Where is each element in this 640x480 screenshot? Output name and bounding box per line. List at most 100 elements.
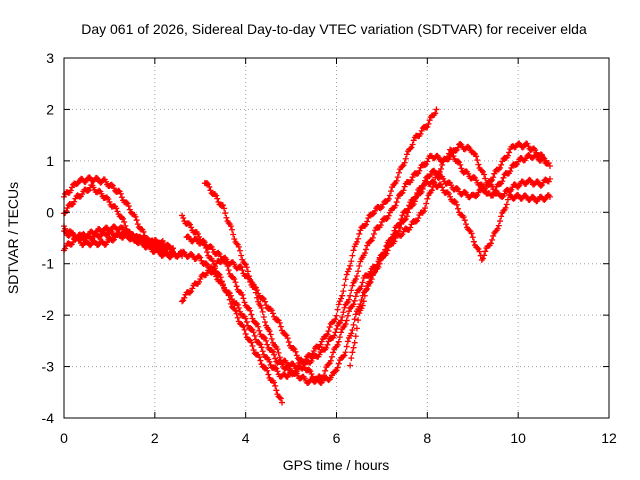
data-point	[385, 195, 392, 202]
data-point	[258, 304, 265, 311]
data-point	[68, 184, 75, 191]
data-point	[332, 368, 339, 375]
data-point	[403, 151, 410, 158]
data-point	[418, 127, 425, 134]
data-point	[292, 348, 299, 355]
data-point	[219, 281, 226, 288]
data-point	[357, 227, 364, 234]
data-point	[338, 329, 345, 336]
data-point	[451, 198, 458, 205]
data-point	[335, 320, 342, 327]
data-point	[440, 175, 447, 182]
data-point	[117, 190, 124, 197]
data-point	[272, 382, 279, 389]
data-point	[512, 162, 519, 169]
data-point	[361, 292, 368, 299]
data-point	[377, 222, 384, 229]
data-point	[375, 264, 382, 271]
data-point	[407, 224, 414, 231]
data-point	[249, 315, 256, 322]
data-point	[356, 310, 363, 317]
data-point	[398, 190, 405, 197]
data-point	[325, 361, 332, 368]
data-point	[462, 221, 469, 228]
data-point	[350, 344, 357, 351]
series-track-8	[183, 140, 553, 386]
data-point	[351, 339, 358, 346]
data-point	[242, 330, 249, 337]
data-point	[376, 260, 383, 267]
data-point	[465, 170, 472, 177]
data-point	[260, 334, 267, 341]
data-point	[335, 360, 342, 367]
data-point	[273, 365, 280, 372]
data-point	[124, 200, 131, 207]
data-point	[240, 295, 247, 302]
data-point	[233, 283, 240, 290]
data-point	[352, 276, 359, 283]
data-point	[324, 331, 331, 338]
data-point	[263, 302, 270, 309]
data-point	[393, 177, 400, 184]
data-point	[236, 263, 243, 270]
data-point	[267, 331, 274, 338]
data-point	[308, 358, 315, 365]
data-point	[545, 178, 552, 185]
data-point	[401, 217, 408, 224]
data-point	[284, 364, 291, 371]
data-point	[342, 321, 349, 328]
data-point	[241, 326, 248, 333]
data-point	[140, 228, 147, 235]
data-point	[343, 271, 350, 278]
data-point	[507, 168, 514, 175]
data-point	[255, 323, 262, 330]
data-point	[241, 299, 248, 306]
data-point	[290, 345, 297, 352]
data-point	[348, 330, 355, 337]
data-point	[230, 231, 237, 238]
data-point	[534, 178, 541, 185]
data-point	[126, 206, 133, 213]
data-point	[241, 260, 248, 267]
data-point	[300, 361, 307, 368]
data-point	[342, 349, 349, 356]
data-point	[393, 199, 400, 206]
data-point	[256, 340, 263, 347]
data-point	[225, 289, 232, 296]
data-point	[358, 283, 365, 290]
data-point	[213, 273, 220, 280]
data-point	[264, 341, 271, 348]
data-point	[363, 246, 370, 253]
data-point	[122, 222, 129, 229]
y-tick-label: 0	[46, 204, 54, 220]
data-point	[277, 323, 284, 330]
data-point	[322, 367, 329, 374]
data-point	[356, 230, 363, 237]
x-tick-label: 12	[601, 430, 617, 446]
data-point	[207, 243, 214, 250]
data-point	[271, 379, 278, 386]
y-tick-label: -2	[42, 307, 55, 323]
data-point	[476, 248, 483, 255]
data-point	[454, 158, 461, 165]
data-point	[261, 335, 268, 342]
data-point	[326, 324, 333, 331]
data-point	[231, 276, 238, 283]
data-point	[250, 347, 257, 354]
data-point	[194, 230, 201, 237]
data-point	[91, 231, 98, 238]
data-point	[318, 338, 325, 345]
data-point	[259, 348, 266, 355]
data-point	[201, 239, 208, 246]
data-point	[272, 343, 279, 350]
data-point	[259, 308, 266, 315]
data-point	[350, 247, 357, 254]
data-point	[492, 187, 499, 194]
data-point	[332, 329, 339, 336]
data-point	[125, 203, 132, 210]
data-point	[285, 339, 292, 346]
data-point	[386, 192, 393, 199]
data-point	[231, 235, 238, 242]
data-point	[391, 238, 398, 245]
data-point	[424, 123, 431, 130]
